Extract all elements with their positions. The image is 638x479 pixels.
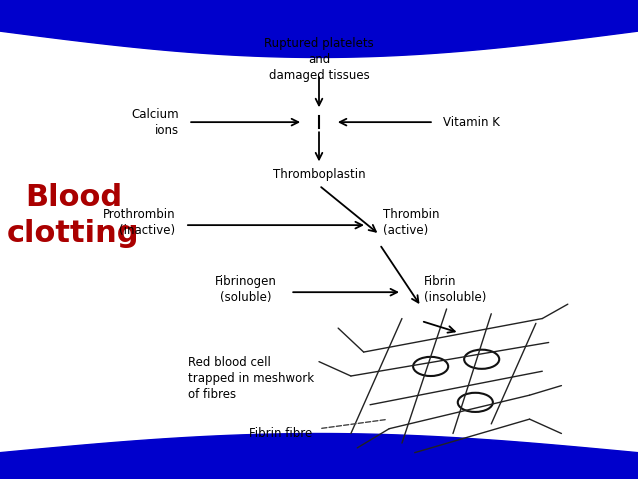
Text: Thrombin
(active): Thrombin (active) [383,208,440,237]
Text: Red blood cell
trapped in meshwork
of fibres: Red blood cell trapped in meshwork of fi… [188,356,315,401]
Text: Calcium
ions: Calcium ions [131,108,179,137]
Text: Ruptured platelets
and
damaged tissues: Ruptured platelets and damaged tissues [264,37,374,82]
Text: Fibrinogen
(soluble): Fibrinogen (soluble) [215,275,276,304]
Text: Thromboplastin: Thromboplastin [272,168,366,182]
Text: Blood
clotting: Blood clotting [7,183,140,248]
Text: Fibrin fibre: Fibrin fibre [249,427,313,440]
Text: Fibrin
(insoluble): Fibrin (insoluble) [424,275,487,304]
Text: Vitamin K: Vitamin K [443,115,500,129]
Text: Prothrombin
(inactive): Prothrombin (inactive) [103,208,175,237]
